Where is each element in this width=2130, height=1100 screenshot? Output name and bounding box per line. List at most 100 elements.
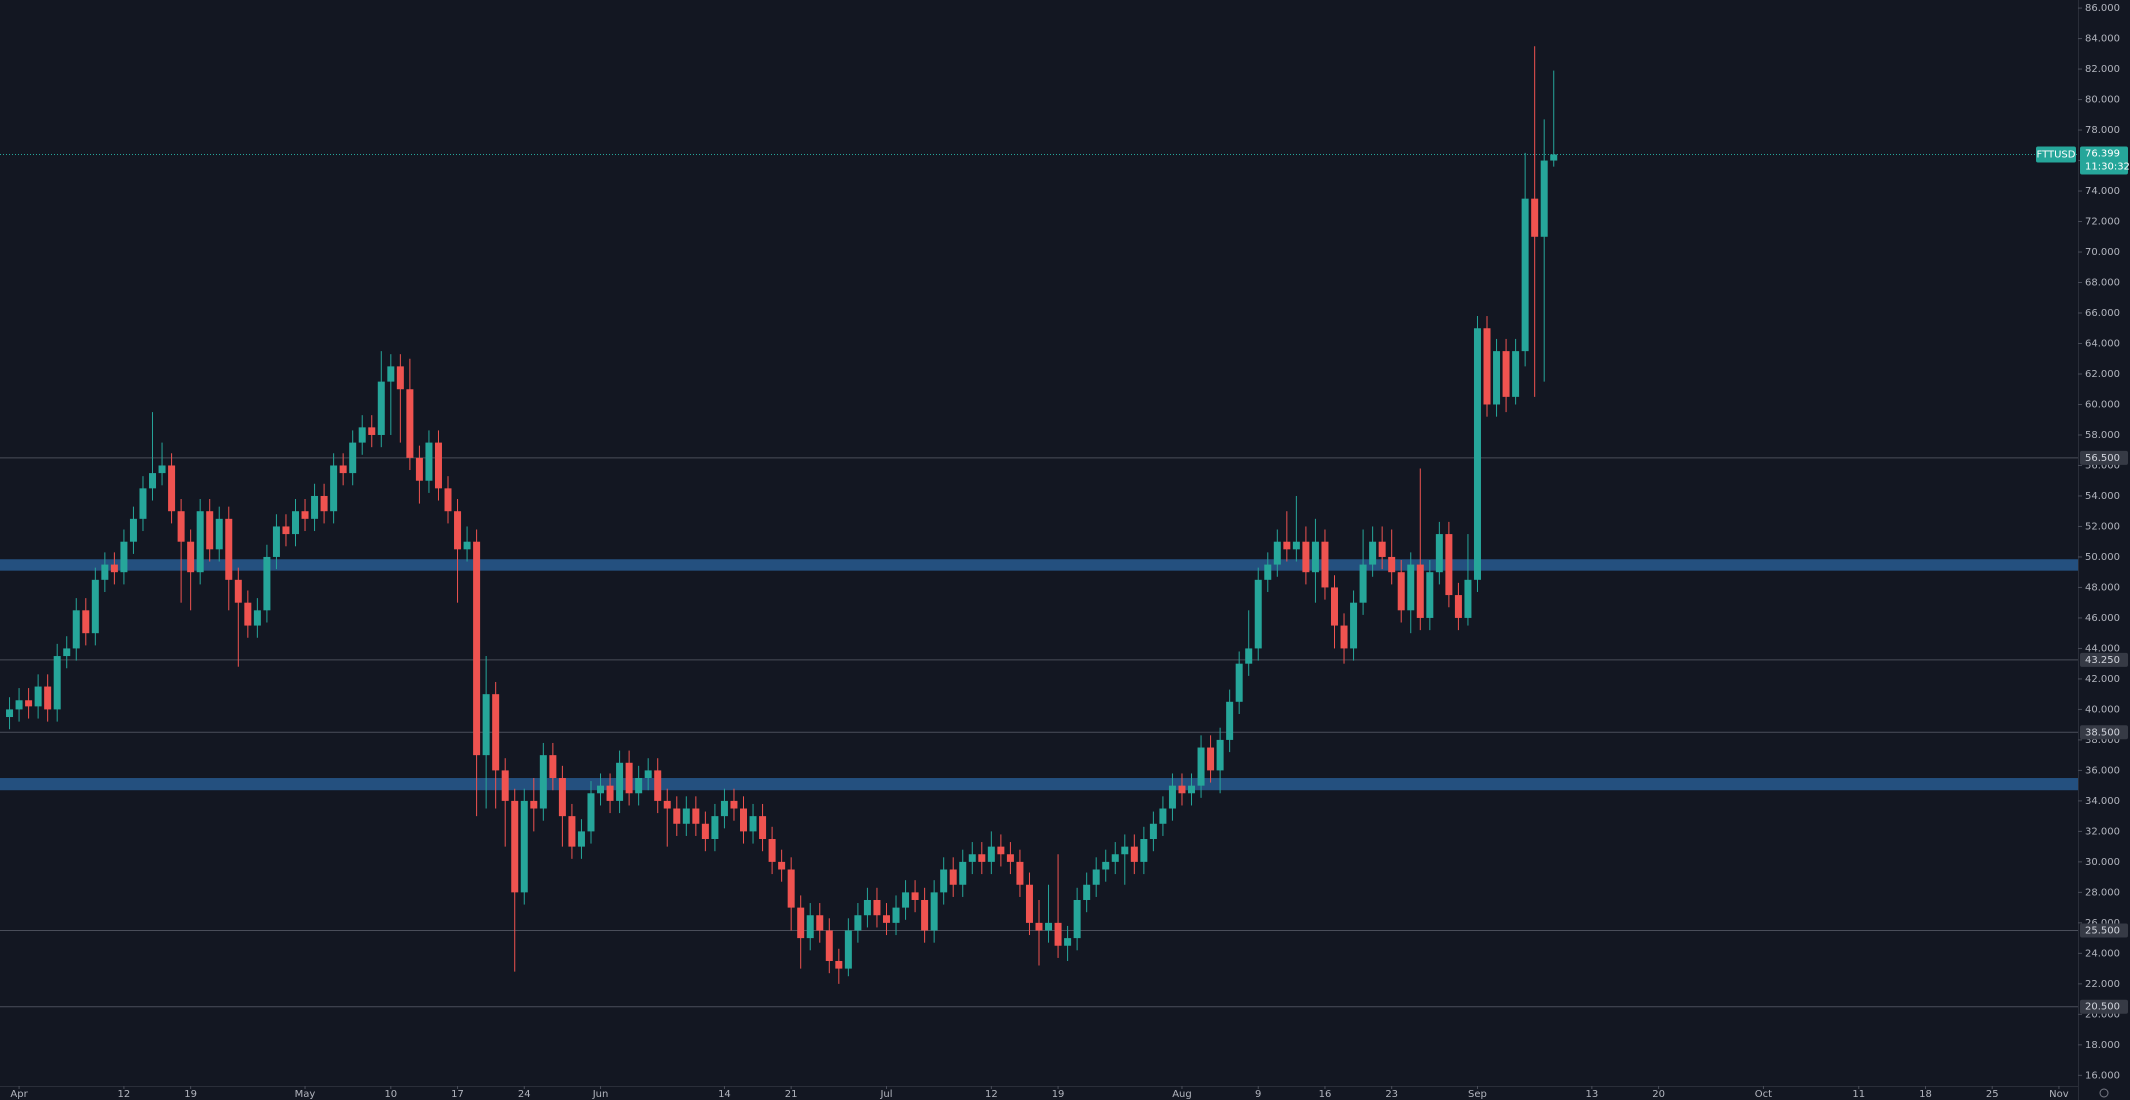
level-label-box: [2080, 725, 2128, 740]
candle-body: [1045, 922, 1053, 931]
candle-body: [72, 610, 80, 649]
y-tick-label: 58.000: [2085, 430, 2120, 441]
candle-body: [854, 915, 862, 931]
candle-body: [1454, 595, 1462, 618]
candle-body: [196, 511, 204, 573]
candle-body: [1550, 154, 1558, 161]
candle-body: [1254, 579, 1262, 649]
candle-body: [577, 831, 585, 847]
candle-body: [1493, 351, 1501, 405]
candle-body: [711, 816, 719, 840]
last-price-label: 76.399: [2085, 148, 2120, 159]
candle-body: [1445, 534, 1453, 596]
symbol-label: FTTUSD: [2037, 149, 2076, 160]
candle-body: [978, 854, 986, 862]
candle-body: [492, 694, 500, 771]
candle-body: [311, 495, 319, 519]
candle-body: [825, 930, 833, 961]
candle-body: [882, 915, 890, 923]
candle-body: [1330, 587, 1338, 626]
candle-body: [158, 465, 166, 474]
candle-body: [1121, 846, 1129, 855]
candle-body: [415, 457, 423, 481]
candle-body: [806, 915, 814, 939]
x-tick-label: Aug: [1172, 1089, 1192, 1100]
candle-body: [1235, 663, 1243, 702]
candle-body: [635, 778, 643, 794]
y-tick-label: 28.000: [2085, 887, 2120, 898]
candle-body: [778, 861, 786, 870]
level-label: 38.500: [2085, 727, 2120, 738]
x-tick-label: 11: [1852, 1089, 1865, 1100]
candle-body: [759, 816, 767, 840]
candle-body: [425, 442, 433, 481]
candle-body: [25, 700, 33, 707]
candle-body: [625, 762, 633, 794]
candle-body: [396, 366, 404, 390]
candle-body: [835, 960, 843, 969]
y-tick-label: 54.000: [2085, 491, 2120, 502]
candle-body: [1359, 564, 1367, 603]
x-tick-label: Sep: [1468, 1089, 1487, 1100]
candle-body: [63, 648, 71, 657]
x-tick-label: 21: [785, 1089, 798, 1100]
candle-body: [473, 541, 481, 756]
y-tick-label: 74.000: [2085, 186, 2120, 197]
y-tick-label: 60.000: [2085, 399, 2120, 410]
candle-body: [1283, 541, 1291, 550]
candle-body: [1531, 198, 1539, 237]
time-axis: [0, 1086, 2078, 1100]
y-tick-label: 78.000: [2085, 125, 2120, 136]
y-tick-label: 24.000: [2085, 948, 2120, 959]
level-label: 25.500: [2085, 925, 2120, 936]
x-tick-label: 19: [1052, 1089, 1065, 1100]
candle-body: [921, 899, 929, 931]
candle-body: [501, 770, 509, 801]
candle-body: [1016, 861, 1024, 885]
settings-icon[interactable]: [2099, 1088, 2109, 1098]
y-tick-label: 32.000: [2085, 826, 2120, 837]
zone: [0, 778, 2078, 791]
candle-body: [358, 427, 366, 443]
x-tick-label: 9: [1255, 1089, 1261, 1100]
candle-body: [1502, 351, 1510, 397]
candle-body: [53, 656, 61, 710]
candle-body: [187, 541, 195, 573]
candle-body: [959, 861, 967, 885]
y-tick-label: 48.000: [2085, 582, 2120, 593]
x-tick-label: 14: [718, 1089, 731, 1100]
candle-body: [530, 800, 538, 809]
candle-body: [1397, 572, 1405, 611]
candle-body: [682, 808, 690, 824]
y-tick-label: 22.000: [2085, 979, 2120, 990]
level-label-box: [2080, 450, 2128, 465]
candle-body: [139, 488, 147, 519]
x-tick-label: Jul: [879, 1089, 892, 1100]
candle-body: [940, 869, 948, 893]
x-tick-label: Nov: [2049, 1089, 2069, 1100]
candle-body: [1464, 579, 1472, 618]
candle-body: [606, 785, 614, 801]
y-tick-label: 30.000: [2085, 857, 2120, 868]
x-tick-label: 17: [451, 1089, 464, 1100]
candle-body: [301, 511, 309, 519]
candle-body: [1130, 846, 1138, 862]
candle-body: [730, 800, 738, 809]
level-label-box: [2080, 652, 2128, 667]
candle-body: [1092, 869, 1100, 885]
candle-body: [997, 846, 1005, 855]
candle-body: [253, 610, 261, 626]
x-tick-label: 10: [384, 1089, 397, 1100]
candle-body: [1025, 884, 1033, 923]
candle-body: [1149, 823, 1157, 840]
candle-body: [101, 564, 109, 580]
candle-body: [616, 762, 624, 801]
candle-body: [1073, 899, 1081, 939]
candle-body: [1188, 785, 1196, 794]
candle-body: [1197, 747, 1205, 786]
candle-body: [82, 610, 90, 634]
candle-body: [1168, 785, 1176, 809]
candle-body: [1311, 541, 1319, 573]
